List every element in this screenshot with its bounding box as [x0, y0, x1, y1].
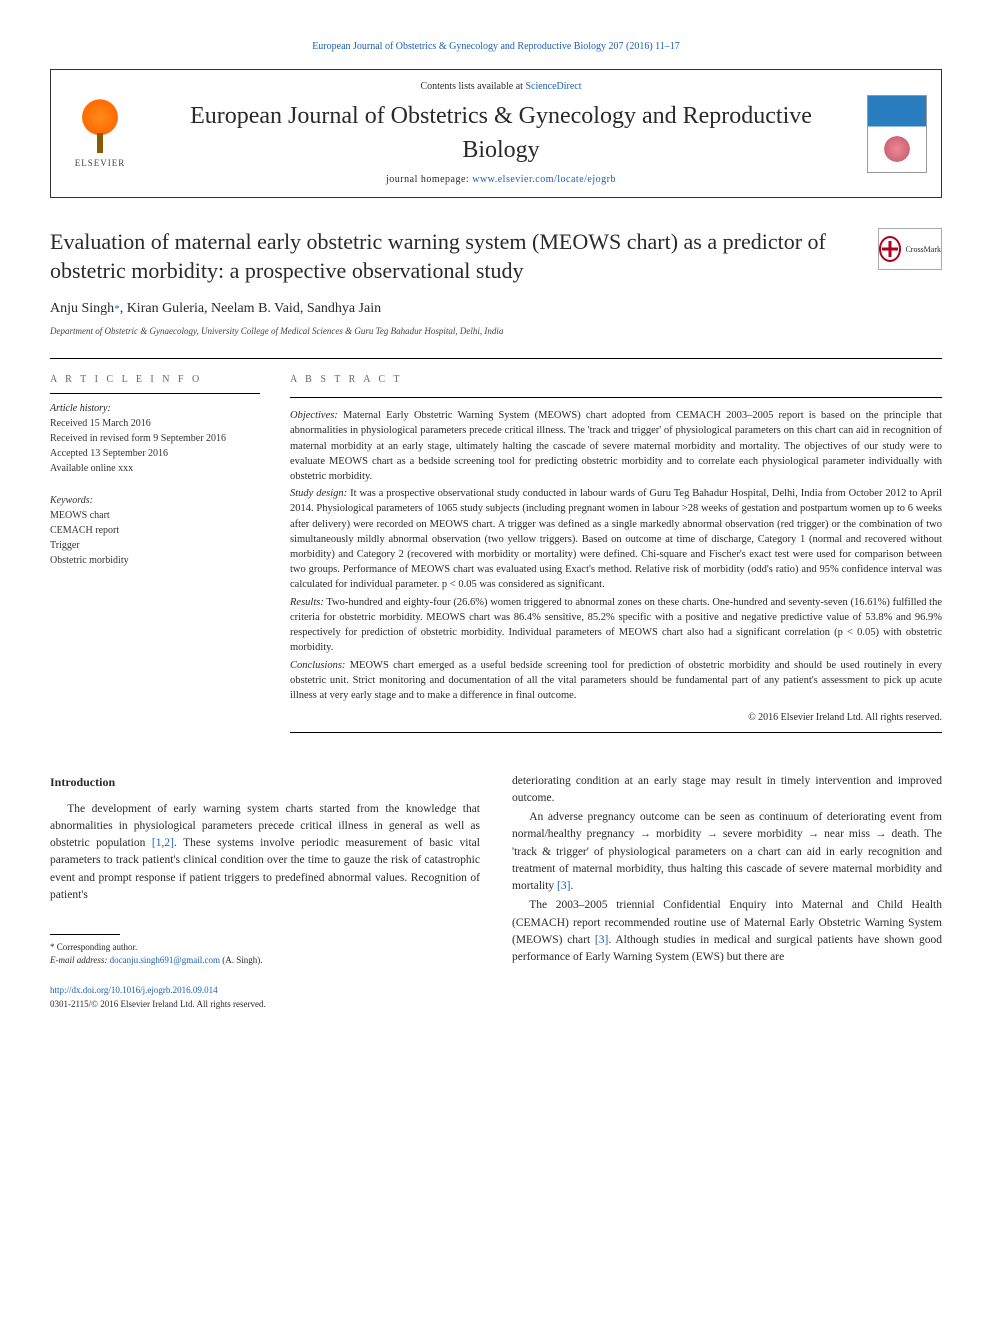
crossmark-badge[interactable]: CrossMark [878, 228, 942, 270]
history-revised: Received in revised form 9 September 201… [50, 431, 260, 446]
history-label: Article history: [50, 402, 260, 416]
history-received: Received 15 March 2016 [50, 416, 260, 431]
history-online: Available online xxx [50, 461, 260, 476]
reference-link[interactable]: [3] [595, 934, 608, 946]
masthead-center: Contents lists available at ScienceDirec… [149, 80, 853, 187]
affiliation: Department of Obstetric & Gynaecology, U… [50, 325, 942, 338]
doi-link[interactable]: http://dx.doi.org/10.1016/j.ejogrb.2016.… [50, 985, 218, 995]
abstract-results-text: Two-hundred and eighty-four (26.6%) wome… [290, 597, 942, 654]
abstract-heading: A B S T R A C T [290, 373, 942, 388]
divider [290, 732, 942, 733]
journal-cover-thumbnail [867, 95, 927, 173]
abstract-design-label: Study design: [290, 488, 347, 499]
issn-copyright: 0301-2115/© 2016 Elsevier Ireland Ltd. A… [50, 999, 266, 1009]
homepage-label: journal homepage: [386, 174, 472, 185]
top-citation: European Journal of Obstetrics & Gynecol… [50, 40, 942, 54]
right-column: deteriorating condition at an early stag… [512, 773, 942, 1012]
article-title: Evaluation of maternal early obstetric w… [50, 228, 858, 285]
doi-block: http://dx.doi.org/10.1016/j.ejogrb.2016.… [50, 984, 480, 1011]
top-citation-link[interactable]: European Journal of Obstetrics & Gynecol… [312, 41, 680, 52]
reference-link[interactable]: [1,2] [152, 837, 174, 849]
elsevier-logo: ELSEVIER [65, 91, 135, 176]
homepage-line: journal homepage: www.elsevier.com/locat… [149, 173, 853, 187]
email-author: (A. Singh). [220, 955, 263, 965]
abstract-objectives-label: Objectives: [290, 410, 338, 421]
article-info-heading: A R T I C L E I N F O [50, 373, 260, 387]
left-column: Introduction The development of early wa… [50, 773, 480, 1012]
masthead: ELSEVIER Contents lists available at Sci… [50, 69, 942, 198]
abstract-conclusions-text: MEOWS chart emerged as a useful bedside … [290, 660, 942, 701]
elsevier-tree-icon [75, 98, 125, 153]
abstract-conclusions-label: Conclusions: [290, 660, 345, 671]
author-email-link[interactable]: docanju.singh691@gmail.com [110, 955, 220, 965]
keyword: CEMACH report [50, 523, 260, 538]
keyword: Trigger [50, 538, 260, 553]
abstract-copyright: © 2016 Elsevier Ireland Ltd. All rights … [290, 711, 942, 726]
body-paragraph: The 2003–2005 triennial Confidential Enq… [512, 897, 942, 966]
contents-line: Contents lists available at ScienceDirec… [149, 80, 853, 94]
corresponding-marker: * [114, 303, 120, 315]
history-accepted: Accepted 13 September 2016 [50, 446, 260, 461]
keyword: MEOWS chart [50, 508, 260, 523]
keywords-label: Keywords: [50, 494, 260, 508]
abstract-block: A B S T R A C T Objectives: Maternal Ear… [290, 373, 942, 733]
contents-prefix: Contents lists available at [420, 81, 525, 92]
divider [290, 397, 942, 398]
crossmark-label: CrossMark [905, 244, 941, 255]
body-paragraph: The development of early warning system … [50, 801, 480, 905]
keywords-block: Keywords: MEOWS chart CEMACH report Trig… [50, 494, 260, 568]
email-label: E-mail address: [50, 955, 110, 965]
footnote-separator [50, 934, 120, 935]
body-paragraph: deteriorating condition at an early stag… [512, 773, 942, 808]
body-columns: Introduction The development of early wa… [50, 773, 942, 1012]
journal-name: European Journal of Obstetrics & Gynecol… [149, 100, 853, 167]
keyword: Obstetric morbidity [50, 553, 260, 568]
abstract-objectives-text: Maternal Early Obstetric Warning System … [290, 410, 942, 482]
introduction-heading: Introduction [50, 773, 480, 791]
sciencedirect-link[interactable]: ScienceDirect [525, 81, 581, 92]
crossmark-icon [879, 236, 901, 262]
divider [50, 393, 260, 394]
homepage-link[interactable]: www.elsevier.com/locate/ejogrb [472, 174, 616, 185]
elsevier-label: ELSEVIER [75, 157, 126, 170]
reference-link[interactable]: [3] [557, 880, 570, 892]
corresponding-label: * Corresponding author. [50, 941, 480, 954]
authors-line: Anju Singh*, Kiran Guleria, Neelam B. Va… [50, 299, 942, 319]
divider [50, 358, 942, 359]
abstract-results-label: Results: [290, 597, 324, 608]
body-paragraph: An adverse pregnancy outcome can be seen… [512, 809, 942, 895]
article-info-block: A R T I C L E I N F O Article history: R… [50, 373, 260, 733]
corresponding-author-footnote: * Corresponding author. E-mail address: … [50, 941, 480, 966]
abstract-design-text: It was a prospective observational study… [290, 488, 942, 590]
